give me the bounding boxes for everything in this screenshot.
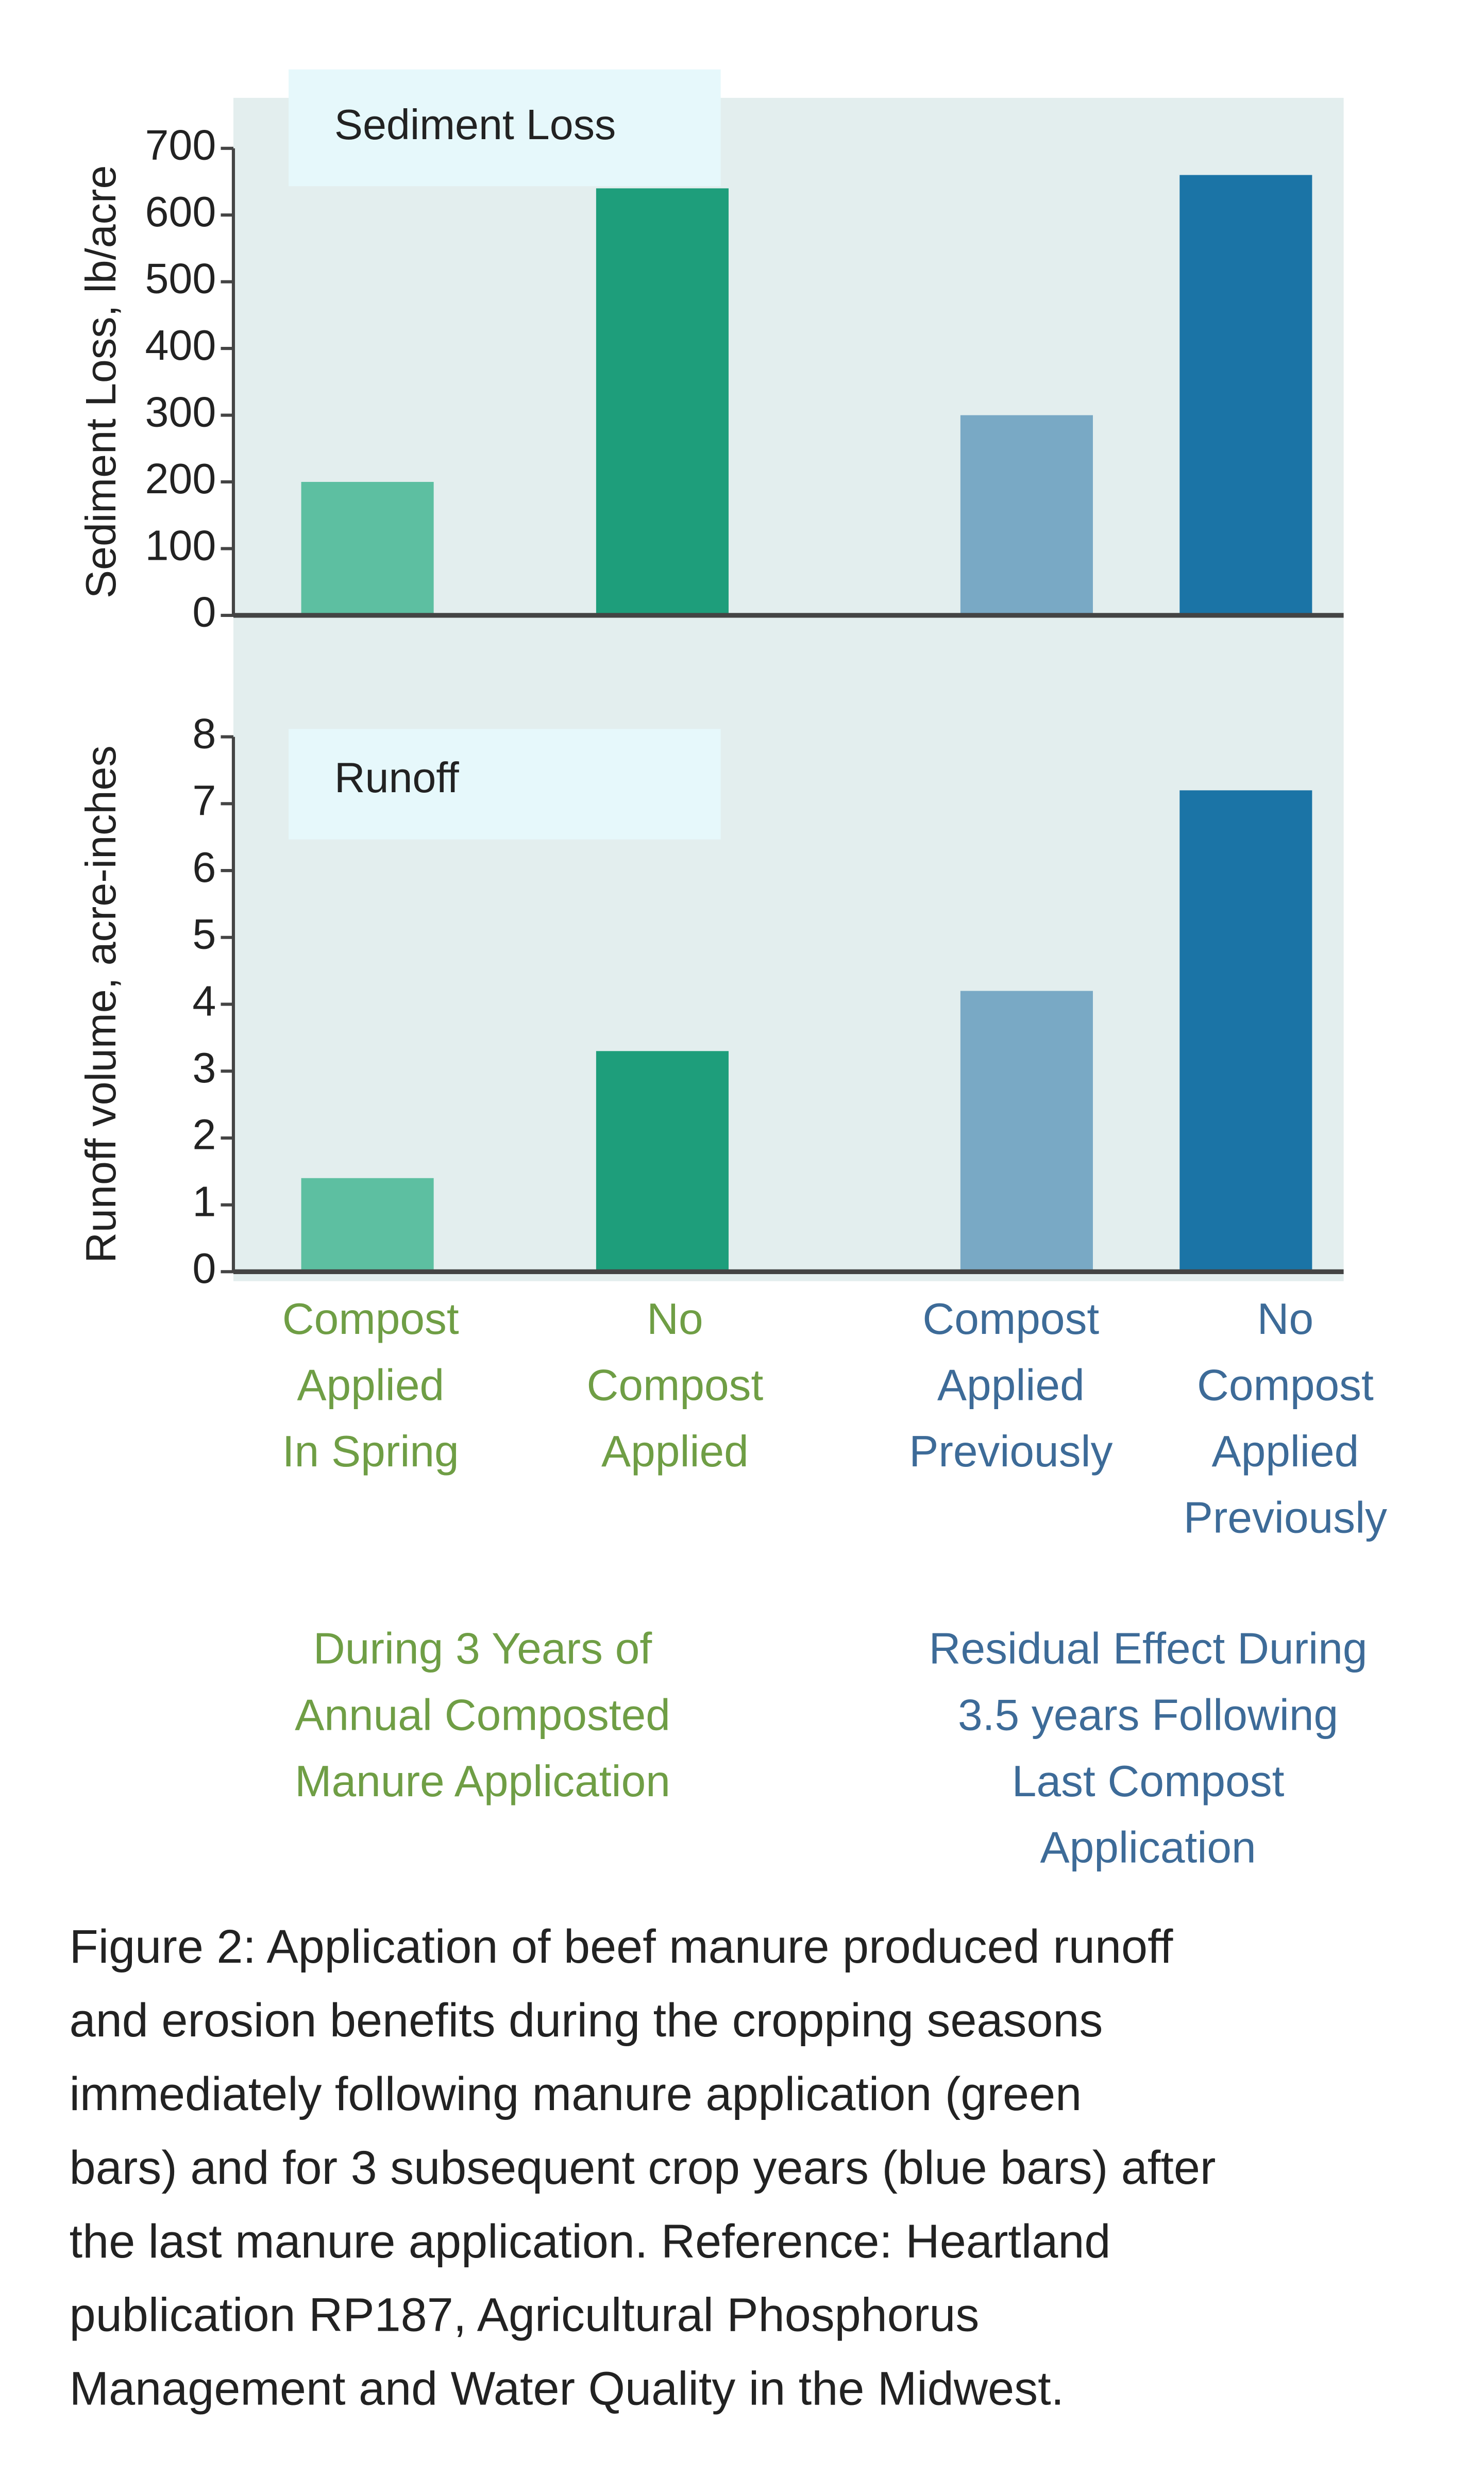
bar (1179, 175, 1312, 615)
x-tick-label: Previously (909, 1427, 1112, 1476)
y-tick-label: 4 (192, 977, 216, 1025)
bar (960, 415, 1093, 615)
caption: immediately following manure application… (70, 2068, 1082, 2120)
y-tick-label: 400 (145, 321, 216, 369)
group-label: Residual Effect During (929, 1624, 1368, 1674)
y-tick-label: 0 (192, 588, 216, 636)
bar (596, 188, 729, 615)
caption: and erosion benefits during the cropping… (70, 1994, 1103, 2047)
x-tick-label: Compost (1197, 1361, 1374, 1410)
chart-title: Runoff (334, 754, 460, 801)
bar (1179, 790, 1312, 1272)
group-label: Last Compost (1012, 1757, 1285, 1806)
group-label: Application (1040, 1823, 1256, 1872)
y-tick-label: 3 (192, 1044, 216, 1092)
x-tick-label: No (647, 1294, 703, 1344)
y-tick-label: 1 (192, 1177, 216, 1225)
caption: bars) and for 3 subsequent crop years (b… (70, 2142, 1216, 2194)
x-tick-label: Applied (1211, 1427, 1359, 1476)
y-tick-label: 200 (145, 455, 216, 503)
x-tick-label: No (1257, 1294, 1314, 1344)
bar (301, 1178, 434, 1272)
bar (960, 991, 1093, 1272)
x-tick-label: Compost (282, 1294, 459, 1344)
y-tick-label: 2 (192, 1111, 216, 1159)
y-tick-label: 8 (192, 709, 216, 757)
caption: publication RP187, Agricultural Phosphor… (70, 2289, 980, 2342)
x-tick-label: Compost (922, 1294, 1099, 1344)
y-tick-label: 6 (192, 843, 216, 891)
group-label: 3.5 years Following (958, 1690, 1338, 1740)
caption: Management and Water Quality in the Midw… (70, 2363, 1064, 2415)
caption: the last manure application. Reference: … (70, 2215, 1111, 2268)
chart-title: Sediment Loss (334, 101, 616, 148)
y-tick-label: 100 (145, 521, 216, 569)
title-box (289, 729, 721, 840)
plot-background (233, 97, 1344, 1281)
group-label: Manure Application (295, 1757, 670, 1806)
y-tick-label: 7 (192, 776, 216, 824)
y-axis-label: Sediment Loss, lb/acre (77, 165, 125, 599)
y-tick-label: 5 (192, 910, 216, 958)
group-label: Annual Composted (295, 1690, 670, 1740)
x-tick-label: Applied (937, 1361, 1085, 1410)
x-tick-label: Previously (1184, 1493, 1387, 1543)
bar (301, 481, 434, 615)
y-tick-label: 300 (145, 388, 216, 436)
x-tick-label: In Spring (282, 1427, 459, 1476)
y-tick-label: 600 (145, 188, 216, 236)
x-tick-label: Applied (297, 1361, 444, 1410)
group-label: During 3 Years of (313, 1624, 652, 1674)
y-tick-label: 700 (145, 121, 216, 169)
x-tick-label: Compost (586, 1361, 763, 1410)
bar (596, 1051, 729, 1272)
title-box (289, 69, 721, 187)
x-tick-label: Applied (601, 1427, 749, 1476)
y-tick-label: 0 (192, 1244, 216, 1292)
y-axis-label: Runoff volume, acre-inches (77, 745, 125, 1263)
caption: Figure 2: Application of beef manure pro… (70, 1920, 1173, 1973)
y-tick-label: 500 (145, 254, 216, 302)
